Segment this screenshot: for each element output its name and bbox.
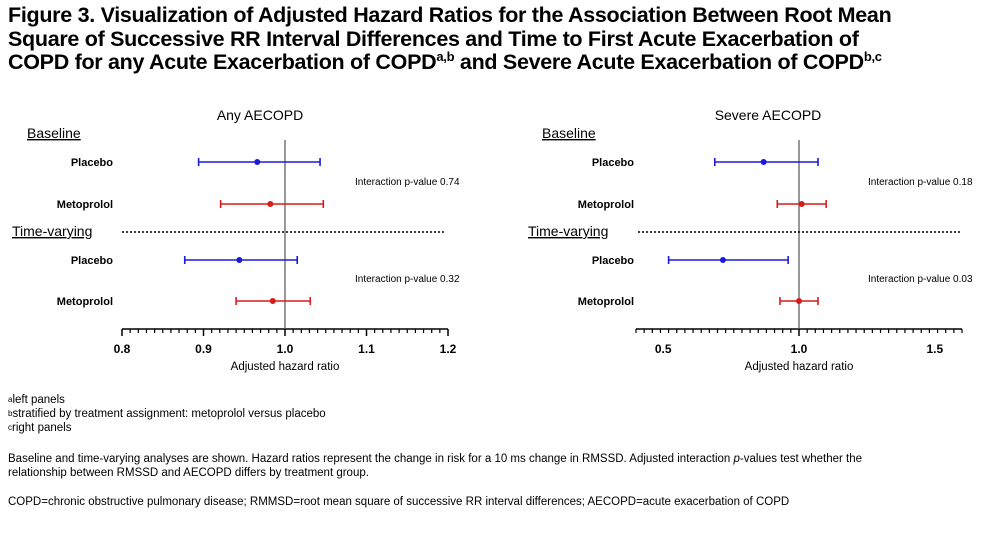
title-superscript-2: b,c xyxy=(863,49,882,64)
analysis-note: Baseline and time-varying analyses are s… xyxy=(8,453,908,480)
figure-title: Figure 3. Visualization of Adjusted Haza… xyxy=(8,3,993,75)
panel-title: Any AECOPD xyxy=(217,107,303,123)
row-label-placebo: Placebo xyxy=(592,255,634,267)
abbreviations-note: COPD=chronic obstructive pulmonary disea… xyxy=(8,496,790,508)
title-line-3a: COPD for any Acute Exacerbation of COPD xyxy=(8,50,437,74)
footnote-b-mark: b xyxy=(8,409,13,418)
interaction-p-value: Interaction p-value 0.03 xyxy=(868,274,973,285)
interaction-p-value: Interaction p-value 0.74 xyxy=(355,177,460,188)
title-line-3: COPD for any Acute Exacerbation of COPDa… xyxy=(8,49,993,75)
row-label-metoprolol: Metoprolol xyxy=(578,199,634,211)
interaction-p-value: Interaction p-value 0.32 xyxy=(355,274,460,285)
hazard-ratio-point-placebo xyxy=(760,159,767,165)
analysis-note-italic: p xyxy=(733,453,740,465)
row-label-metoprolol: Metoprolol xyxy=(57,199,113,211)
x-tick-label: 1.1 xyxy=(358,342,375,356)
hazard-ratio-point-metoprolol xyxy=(269,298,276,304)
forest-plots: Any AECOPD 0.8 0.9 1.0 1.1 1.2 Adjusted hazard… xyxy=(12,107,973,373)
footnote-a: aleft panels xyxy=(8,394,65,408)
footnote-b: bstratified by treatment assignment: met… xyxy=(8,408,326,422)
title-line-3b: and Severe Acute Exacerbation of COPD xyxy=(454,50,864,74)
title-superscript-1: a,b xyxy=(436,49,455,64)
footnote-c-text: right panels xyxy=(12,422,72,434)
x-tick-label: 1.2 xyxy=(440,342,457,356)
x-tick-label: 1.5 xyxy=(926,342,943,356)
title-line-1: Figure 3. Visualization of Adjusted Haza… xyxy=(8,3,892,27)
row-label-placebo: Placebo xyxy=(592,157,634,169)
group-label: Time-varying xyxy=(528,223,608,239)
interaction-p-value: Interaction p-value 0.18 xyxy=(868,177,973,188)
hazard-ratio-point-metoprolol xyxy=(796,298,802,304)
footnote-a-mark: a xyxy=(8,395,13,404)
x-tick-label: 1.0 xyxy=(277,342,294,356)
group-label: Time-varying xyxy=(12,223,92,239)
footnote-a-text: left panels xyxy=(12,394,65,406)
footnote-c: cright panels xyxy=(8,422,71,436)
analysis-note-text: Baseline and time-varying analyses are s… xyxy=(8,453,734,465)
analysis-note-end: -values test whether the relationship be… xyxy=(8,453,863,479)
x-axis-label: Adjusted hazard ratio xyxy=(745,361,854,373)
x-axis-label: Adjusted hazard ratio xyxy=(231,361,340,373)
group-label: Baseline xyxy=(27,125,81,141)
x-tick-label: 0.9 xyxy=(195,342,212,356)
row-label-placebo: Placebo xyxy=(71,255,113,267)
x-tick-label: 0.5 xyxy=(655,342,672,356)
x-tick-label: 1.0 xyxy=(791,342,808,356)
row-label-metoprolol: Metoprolol xyxy=(578,296,634,308)
title-line-2: Square of Successive RR Interval Differe… xyxy=(8,26,859,51)
footnote-b-text: stratified by treatment assignment: meto… xyxy=(12,408,326,420)
hazard-ratio-point-placebo xyxy=(254,159,261,165)
row-label-placebo: Placebo xyxy=(71,157,113,169)
hazard-ratio-point-metoprolol xyxy=(267,201,274,207)
row-label-metoprolol: Metoprolol xyxy=(57,296,113,308)
hazard-ratio-point-placebo xyxy=(719,257,726,263)
footnote-c-mark: c xyxy=(8,423,12,432)
x-tick-label: 0.8 xyxy=(114,342,131,356)
panel-title: Severe AECOPD xyxy=(715,107,822,123)
hazard-ratio-point-metoprolol xyxy=(798,201,805,207)
hazard-ratio-point-placebo xyxy=(236,257,243,263)
group-label: Baseline xyxy=(542,125,596,141)
